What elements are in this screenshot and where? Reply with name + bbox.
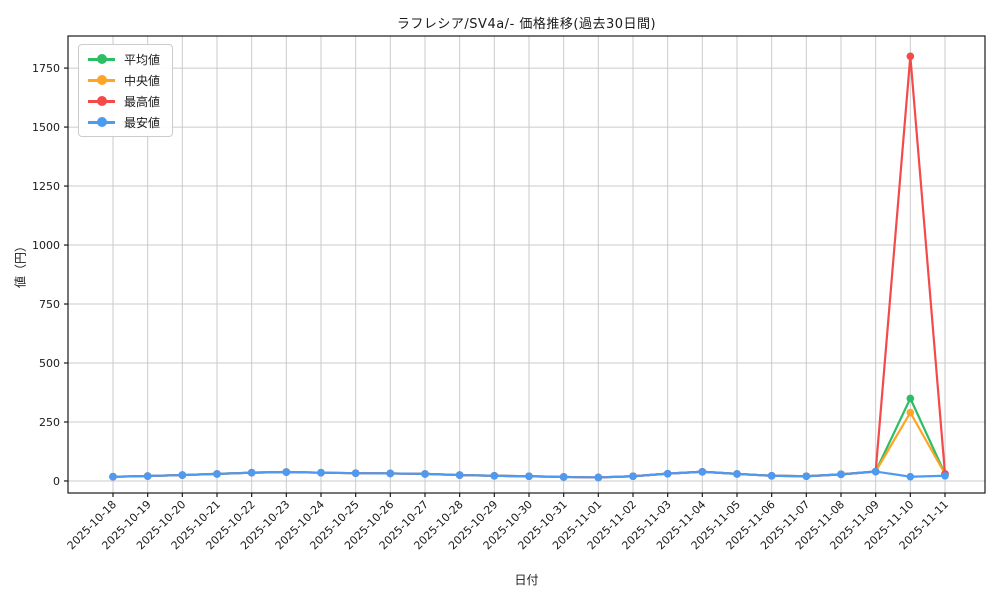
data-point — [386, 469, 395, 478]
y-tick-label: 750 — [39, 298, 60, 311]
median-line-marker-icon — [88, 75, 115, 85]
data-point — [941, 471, 949, 480]
data-point — [802, 472, 811, 481]
max-line-marker-icon — [88, 96, 115, 106]
series-min — [109, 467, 949, 482]
legend-item-max: 最高値 — [88, 94, 161, 109]
data-point — [906, 394, 915, 403]
legend-item-median: 中央値 — [88, 73, 161, 88]
y-tick-label: 0 — [53, 475, 60, 488]
data-point — [906, 408, 915, 417]
data-point — [837, 470, 845, 479]
y-tick-label: 500 — [39, 357, 60, 370]
data-point — [594, 473, 603, 482]
legend-label-average: 平均値 — [124, 52, 161, 67]
legend-item-average: 平均値 — [88, 52, 161, 67]
legend-label-max: 最高値 — [124, 94, 161, 109]
grid — [68, 36, 985, 493]
x-axis-label: 日付 — [514, 573, 539, 587]
data-point — [767, 471, 776, 480]
data-point — [213, 470, 221, 478]
data-point — [906, 52, 915, 61]
data-point — [455, 471, 464, 479]
data-point — [629, 472, 637, 481]
data-point — [871, 467, 880, 476]
y-tick-label: 1750 — [32, 62, 60, 75]
y-tick-label: 250 — [39, 416, 60, 429]
y-tick-label: 1250 — [32, 180, 60, 193]
data-point — [421, 470, 429, 478]
data-point — [247, 468, 256, 477]
chart-title: ラフレシア/SV4a/- 価格推移(過去30日間) — [396, 17, 657, 32]
data-point — [143, 472, 152, 480]
legend-label-min: 最安値 — [124, 115, 161, 130]
legend-item-min: 最安値 — [88, 115, 161, 130]
data-point — [698, 467, 707, 476]
data-point — [733, 470, 741, 478]
y-axis-label: 値（円） — [13, 239, 28, 289]
y-tick-label: 1000 — [32, 239, 60, 252]
data-point — [559, 473, 568, 481]
legend-label-median: 中央値 — [124, 73, 161, 88]
data-point — [109, 472, 117, 481]
average-line-marker-icon — [88, 54, 115, 64]
min-line-marker-icon — [88, 117, 115, 127]
data-point — [317, 468, 325, 477]
plot-border — [67, 35, 986, 494]
data-point — [525, 472, 533, 481]
data-point — [906, 472, 915, 481]
x-axis: 2025-10-182025-10-192025-10-202025-10-21… — [65, 493, 951, 552]
data-point — [282, 468, 291, 476]
y-axis: 0 250 500 750 1000 1250 1500 1750 — [32, 62, 68, 488]
data-point — [663, 469, 672, 478]
y-tick-label: 1500 — [32, 121, 60, 134]
legend: 平均値 中央値 最高値 最安値 — [78, 44, 174, 137]
data-point — [490, 471, 499, 480]
data-point — [351, 469, 360, 477]
data-point — [178, 471, 187, 479]
